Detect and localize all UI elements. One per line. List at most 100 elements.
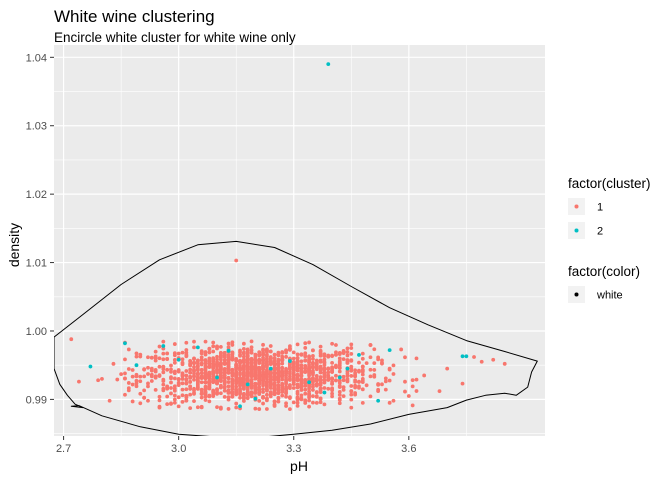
data-point-cluster-1 xyxy=(264,367,269,372)
data-point-cluster-1 xyxy=(291,366,296,371)
data-point-cluster-1 xyxy=(264,396,269,401)
data-point-cluster-1 xyxy=(295,385,300,390)
data-point-cluster-1 xyxy=(257,350,262,355)
data-point-cluster-1 xyxy=(341,387,346,392)
data-point-cluster-1 xyxy=(230,371,235,375)
data-point-cluster-1 xyxy=(218,365,223,370)
data-point-cluster-1 xyxy=(291,356,296,361)
data-point-cluster-1 xyxy=(134,354,139,359)
data-point-cluster-1 xyxy=(261,395,265,400)
data-point-cluster-1 xyxy=(353,385,358,390)
data-point-cluster-1 xyxy=(318,400,323,405)
data-point-cluster-1 xyxy=(253,364,258,369)
data-point-cluster-1 xyxy=(360,372,365,377)
data-point-cluster-1 xyxy=(207,372,212,377)
data-point-cluster-1 xyxy=(241,341,246,346)
data-point-cluster-1 xyxy=(330,380,335,384)
data-point-cluster-1 xyxy=(372,347,377,352)
data-point-cluster-1 xyxy=(249,350,254,355)
data-point-cluster-1 xyxy=(207,361,212,366)
data-point-cluster-1 xyxy=(314,374,319,378)
data-point-cluster-1 xyxy=(357,380,361,384)
data-point-cluster-1 xyxy=(288,347,292,352)
data-point-cluster-1 xyxy=(138,354,143,359)
data-point-cluster-1 xyxy=(126,367,131,371)
data-point-cluster-1 xyxy=(272,361,277,366)
data-point-cluster-1 xyxy=(249,361,254,366)
data-point-cluster-1 xyxy=(299,397,304,402)
data-point-cluster-1 xyxy=(272,390,277,395)
data-point-cluster-1 xyxy=(406,394,411,398)
data-point-cluster-1 xyxy=(314,378,319,383)
data-point-cluster-1 xyxy=(272,366,277,370)
data-point-cluster-1 xyxy=(226,384,231,389)
data-point-cluster-1 xyxy=(195,368,200,373)
data-point-cluster-1 xyxy=(353,391,358,395)
data-point-cluster-1 xyxy=(69,337,74,342)
data-point-cluster-1 xyxy=(349,374,354,378)
data-point-cluster-1 xyxy=(172,358,177,362)
data-point-cluster-1 xyxy=(303,341,308,346)
data-point-cluster-1 xyxy=(288,407,292,412)
data-point-cluster-1 xyxy=(123,357,127,362)
data-point-cluster-1 xyxy=(391,398,396,403)
data-point-cluster-1 xyxy=(195,358,200,363)
data-point-cluster-1 xyxy=(322,378,327,382)
data-point-cluster-2 xyxy=(322,390,327,395)
legend-label: 2 xyxy=(597,226,603,238)
data-point-cluster-1 xyxy=(376,382,381,387)
data-point-cluster-1 xyxy=(318,381,323,386)
data-point-cluster-1 xyxy=(276,368,281,372)
data-point-cluster-1 xyxy=(307,358,311,363)
data-point-cluster-1 xyxy=(414,356,419,361)
data-point-cluster-1 xyxy=(268,386,273,390)
data-point-cluster-1 xyxy=(211,394,216,399)
data-point-cluster-1 xyxy=(234,388,239,393)
data-point-cluster-1 xyxy=(203,386,208,391)
data-point-cluster-1 xyxy=(211,380,216,385)
data-point-cluster-1 xyxy=(353,371,358,375)
data-point-cluster-1 xyxy=(288,378,292,382)
data-point-cluster-1 xyxy=(161,382,166,387)
data-point-cluster-2 xyxy=(464,354,469,359)
data-point-cluster-1 xyxy=(261,370,265,374)
data-point-cluster-1 xyxy=(207,393,212,398)
data-point-cluster-1 xyxy=(307,392,311,396)
data-point-cluster-1 xyxy=(264,350,269,354)
data-point-cluster-1 xyxy=(203,375,208,380)
data-point-cluster-1 xyxy=(368,367,373,372)
data-point-cluster-1 xyxy=(184,398,189,402)
data-point-cluster-1 xyxy=(314,382,319,387)
x-axis: 2.7 3.0 3.3 3.6 xyxy=(56,436,416,455)
data-point-cluster-1 xyxy=(245,354,250,359)
x-tick-label: 3.0 xyxy=(171,443,186,455)
data-point-cluster-1 xyxy=(146,355,150,360)
data-point-cluster-1 xyxy=(472,355,476,359)
data-point-cluster-1 xyxy=(295,382,300,387)
data-point-cluster-1 xyxy=(153,358,158,363)
data-point-cluster-1 xyxy=(264,392,269,397)
data-point-cluster-1 xyxy=(238,367,242,372)
data-point-cluster-1 xyxy=(188,406,193,411)
data-point-cluster-1 xyxy=(226,375,231,380)
data-point-cluster-1 xyxy=(195,379,200,384)
plot-panel xyxy=(54,45,545,436)
data-point-cluster-1 xyxy=(311,348,315,353)
data-point-cluster-1 xyxy=(337,352,342,357)
data-point-cluster-1 xyxy=(303,384,308,388)
data-point-cluster-1 xyxy=(195,363,200,368)
data-point-cluster-1 xyxy=(188,375,193,379)
data-point-cluster-1 xyxy=(295,367,300,372)
data-point-cluster-1 xyxy=(360,400,365,405)
data-point-cluster-1 xyxy=(211,340,216,345)
data-point-cluster-1 xyxy=(257,353,262,358)
data-point-cluster-1 xyxy=(253,406,258,411)
data-point-cluster-1 xyxy=(130,374,135,379)
data-point-cluster-1 xyxy=(349,346,354,350)
data-point-cluster-1 xyxy=(299,384,304,389)
data-point-cluster-1 xyxy=(272,402,277,407)
data-point-cluster-1 xyxy=(387,378,392,383)
data-point-cluster-1 xyxy=(172,388,177,393)
data-point-cluster-1 xyxy=(207,347,212,352)
data-point-cluster-1 xyxy=(230,343,235,347)
